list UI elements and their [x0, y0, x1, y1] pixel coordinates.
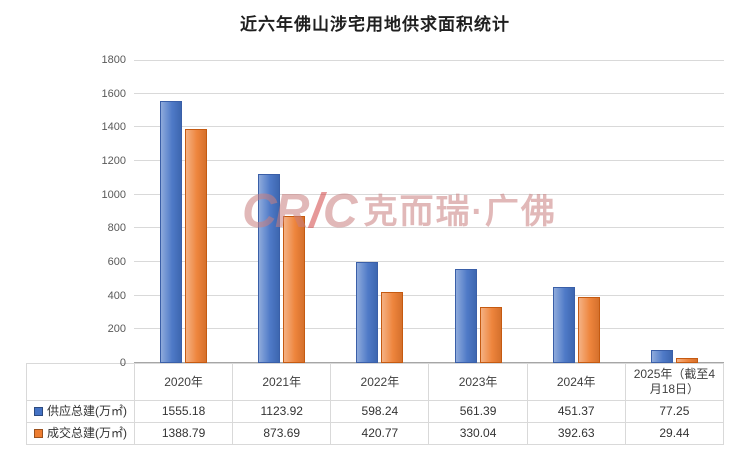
- bar-groups: [134, 60, 724, 363]
- category-label-2024年: 2024年: [526, 363, 626, 401]
- value-供应总建(万㎡)-2021年: 1123.92: [232, 400, 332, 423]
- plot-area: CR/C 克而瑞·广佛: [134, 60, 724, 363]
- value-供应总建(万㎡)-2024年: 451.37: [526, 400, 626, 423]
- gridline-400: [134, 294, 724, 296]
- value-供应总建(万㎡)-2020年: 1555.18: [133, 400, 234, 423]
- gridline-1200: [134, 160, 724, 162]
- bar-group-2022年: [331, 60, 429, 363]
- value-供应总建(万㎡)-2023年: 561.39: [428, 400, 528, 423]
- category-label-2020年: 2020年: [133, 363, 234, 401]
- chart-title: 近六年佛山涉宅用地供求面积统计: [240, 15, 510, 34]
- y-tick-label-1000: 1000: [101, 188, 126, 201]
- bar-成交总建(万㎡)-2021年: [282, 215, 305, 363]
- category-label-2025年（截至4月18日）: 2025年（截至4月18日）: [624, 363, 725, 401]
- series-label-供应总建(万㎡): 供应总建(万㎡): [26, 400, 135, 423]
- y-tick-label-800: 800: [107, 222, 126, 235]
- bar-成交总建(万㎡)-2025年（截至4月18日）: [676, 358, 699, 363]
- gridline-0: [134, 362, 724, 363]
- bar-供应总建(万㎡)-2022年: [356, 262, 379, 363]
- gridline-1000: [134, 193, 724, 195]
- y-tick-label-1400: 1400: [101, 121, 126, 134]
- y-tick-label-1200: 1200: [101, 155, 126, 168]
- value-供应总建(万㎡)-2022年: 598.24: [330, 400, 430, 423]
- y-axis: 0 200 400 600 800 1000 1200 1400 1600 1800: [26, 54, 134, 369]
- gridline-1800: [134, 60, 724, 61]
- y-tick-label-200: 200: [107, 323, 126, 336]
- bar-供应总建(万㎡)-2023年: [454, 268, 477, 363]
- series-name: 成交总建(万㎡): [47, 426, 127, 440]
- value-成交总建(万㎡)-2023年: 330.04: [428, 422, 528, 445]
- bar-供应总建(万㎡)-2020年: [159, 101, 182, 363]
- bar-成交总建(万㎡)-2020年: [184, 129, 207, 363]
- value-成交总建(万㎡)-2022年: 420.77: [330, 422, 430, 445]
- category-row: 2020年 2021年 2022年 2023年 2024年 2025年（截至4月18日）: [26, 363, 725, 401]
- bar-供应总建(万㎡)-2021年: [257, 173, 280, 363]
- bar-group-2025年（截至4月18日）: [626, 60, 724, 363]
- chart-body: 0 200 400 600 800 1000 1200 1400 1600 1800 CR/C 克…: [26, 54, 724, 369]
- gridline-1400: [134, 126, 724, 128]
- series-name: 供应总建(万㎡): [47, 404, 127, 418]
- bar-成交总建(万㎡)-2022年: [381, 292, 404, 363]
- bar-group-2020年: [134, 60, 232, 363]
- series-label-成交总建(万㎡): 成交总建(万㎡): [26, 422, 135, 445]
- bar-成交总建(万㎡)-2024年: [577, 296, 600, 363]
- value-成交总建(万㎡)-2021年: 873.69: [232, 422, 332, 445]
- value-成交总建(万㎡)-2025年（截至4月18日）: 29.44: [624, 422, 725, 445]
- category-label-2022年: 2022年: [330, 363, 430, 401]
- gridline-800: [134, 227, 724, 229]
- category-label-2021年: 2021年: [232, 363, 332, 401]
- legend-swatch-icon: [34, 407, 43, 416]
- bar-成交总建(万㎡)-2023年: [479, 307, 502, 363]
- gridline-200: [134, 328, 724, 330]
- bar-供应总建(万㎡)-2024年: [552, 287, 575, 363]
- table-corner: [26, 363, 135, 401]
- y-tick-label-600: 600: [107, 256, 126, 269]
- bar-group-2021年: [232, 60, 330, 363]
- y-tick-label-1800: 1800: [101, 54, 126, 66]
- gridline-600: [134, 261, 724, 263]
- value-成交总建(万㎡)-2020年: 1388.79: [133, 422, 234, 445]
- bar-group-2024年: [527, 60, 625, 363]
- y-tick-label-400: 400: [107, 289, 126, 302]
- data-table: 2020年 2021年 2022年 2023年 2024年 2025年（截至4月18日）供…: [26, 363, 725, 445]
- series-row-成交总建(万㎡): 成交总建(万㎡) 1388.79 873.69 420.77 330.04 392.63 2…: [26, 422, 725, 445]
- bar-供应总建(万㎡)-2025年（截至4月18日）: [651, 350, 674, 363]
- value-供应总建(万㎡)-2025年（截至4月18日）: 77.25: [624, 400, 725, 423]
- value-成交总建(万㎡)-2024年: 392.63: [526, 422, 626, 445]
- series-row-供应总建(万㎡): 供应总建(万㎡) 1555.18 1123.92 598.24 561.39 451.37…: [26, 400, 725, 423]
- bar-group-2023年: [429, 60, 527, 363]
- gridline-1600: [134, 92, 724, 94]
- legend-swatch-icon: [34, 429, 43, 438]
- y-tick-label-0: 0: [119, 357, 126, 369]
- category-label-2023年: 2023年: [428, 363, 528, 401]
- y-tick-label-1600: 1600: [101, 87, 126, 100]
